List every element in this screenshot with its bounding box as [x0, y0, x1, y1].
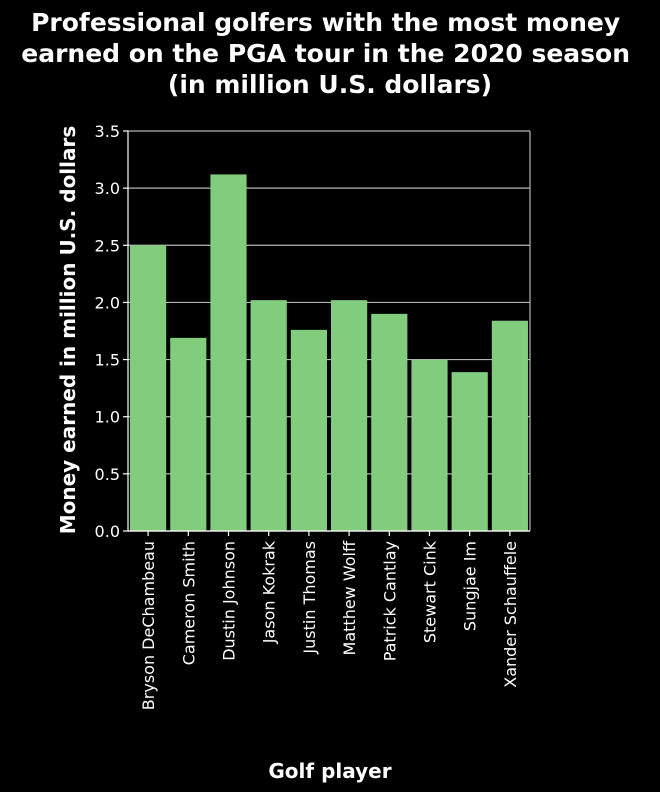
bar	[250, 300, 287, 531]
x-axis-label: Golf player	[268, 759, 391, 783]
y-tick-label: 2.5	[95, 236, 120, 255]
x-tick-label: Stewart Cink	[421, 540, 440, 643]
x-tick-label: Patrick Cantlay	[380, 541, 399, 661]
bar	[411, 359, 448, 531]
y-tick-label: 3.5	[95, 122, 120, 141]
bar	[451, 372, 488, 531]
bar	[290, 329, 327, 531]
bar	[210, 174, 247, 531]
chart-title: Professional golfers with the most money…	[21, 8, 638, 99]
x-tick-label: Bryson DeChambeau	[139, 541, 158, 710]
y-tick-label: 3.0	[95, 179, 120, 198]
x-tick-label: Jason Kokrak	[260, 540, 279, 644]
bar	[371, 313, 408, 531]
y-axis-label: Money earned in million U.S. dollars	[56, 126, 80, 535]
bar	[170, 337, 207, 531]
x-tick-label: Matthew Wolff	[340, 540, 359, 655]
bars	[130, 174, 528, 532]
x-tick-label: Dustin Johnson	[220, 541, 239, 661]
y-tick-label: 1.5	[95, 351, 120, 370]
chart-title-line-3: (in million U.S. dollars)	[168, 70, 492, 99]
bar	[491, 320, 528, 531]
bar	[130, 245, 167, 532]
y-tick-label: 0.0	[95, 522, 120, 541]
x-tick-label: Xander Schauffele	[501, 541, 520, 688]
chart-title-line-2: earned on the PGA tour in the 2020 seaso…	[21, 39, 630, 68]
y-tick-label: 1.0	[95, 408, 120, 427]
x-tick-label: Justin Thomas	[300, 541, 319, 655]
bar	[331, 300, 368, 531]
chart-title-line-1: Professional golfers with the most money	[31, 8, 620, 37]
x-tick-label: Cameron Smith	[179, 541, 198, 665]
axes: 0.0 0.5 1.0 1.5 2.0 2.5 3.0 3.5 Bryson DeChambea…	[95, 122, 530, 710]
y-tick-label: 2.0	[95, 293, 120, 312]
y-tick-label: 0.5	[95, 465, 120, 484]
x-tick-label: Sungjae Im	[461, 541, 480, 631]
